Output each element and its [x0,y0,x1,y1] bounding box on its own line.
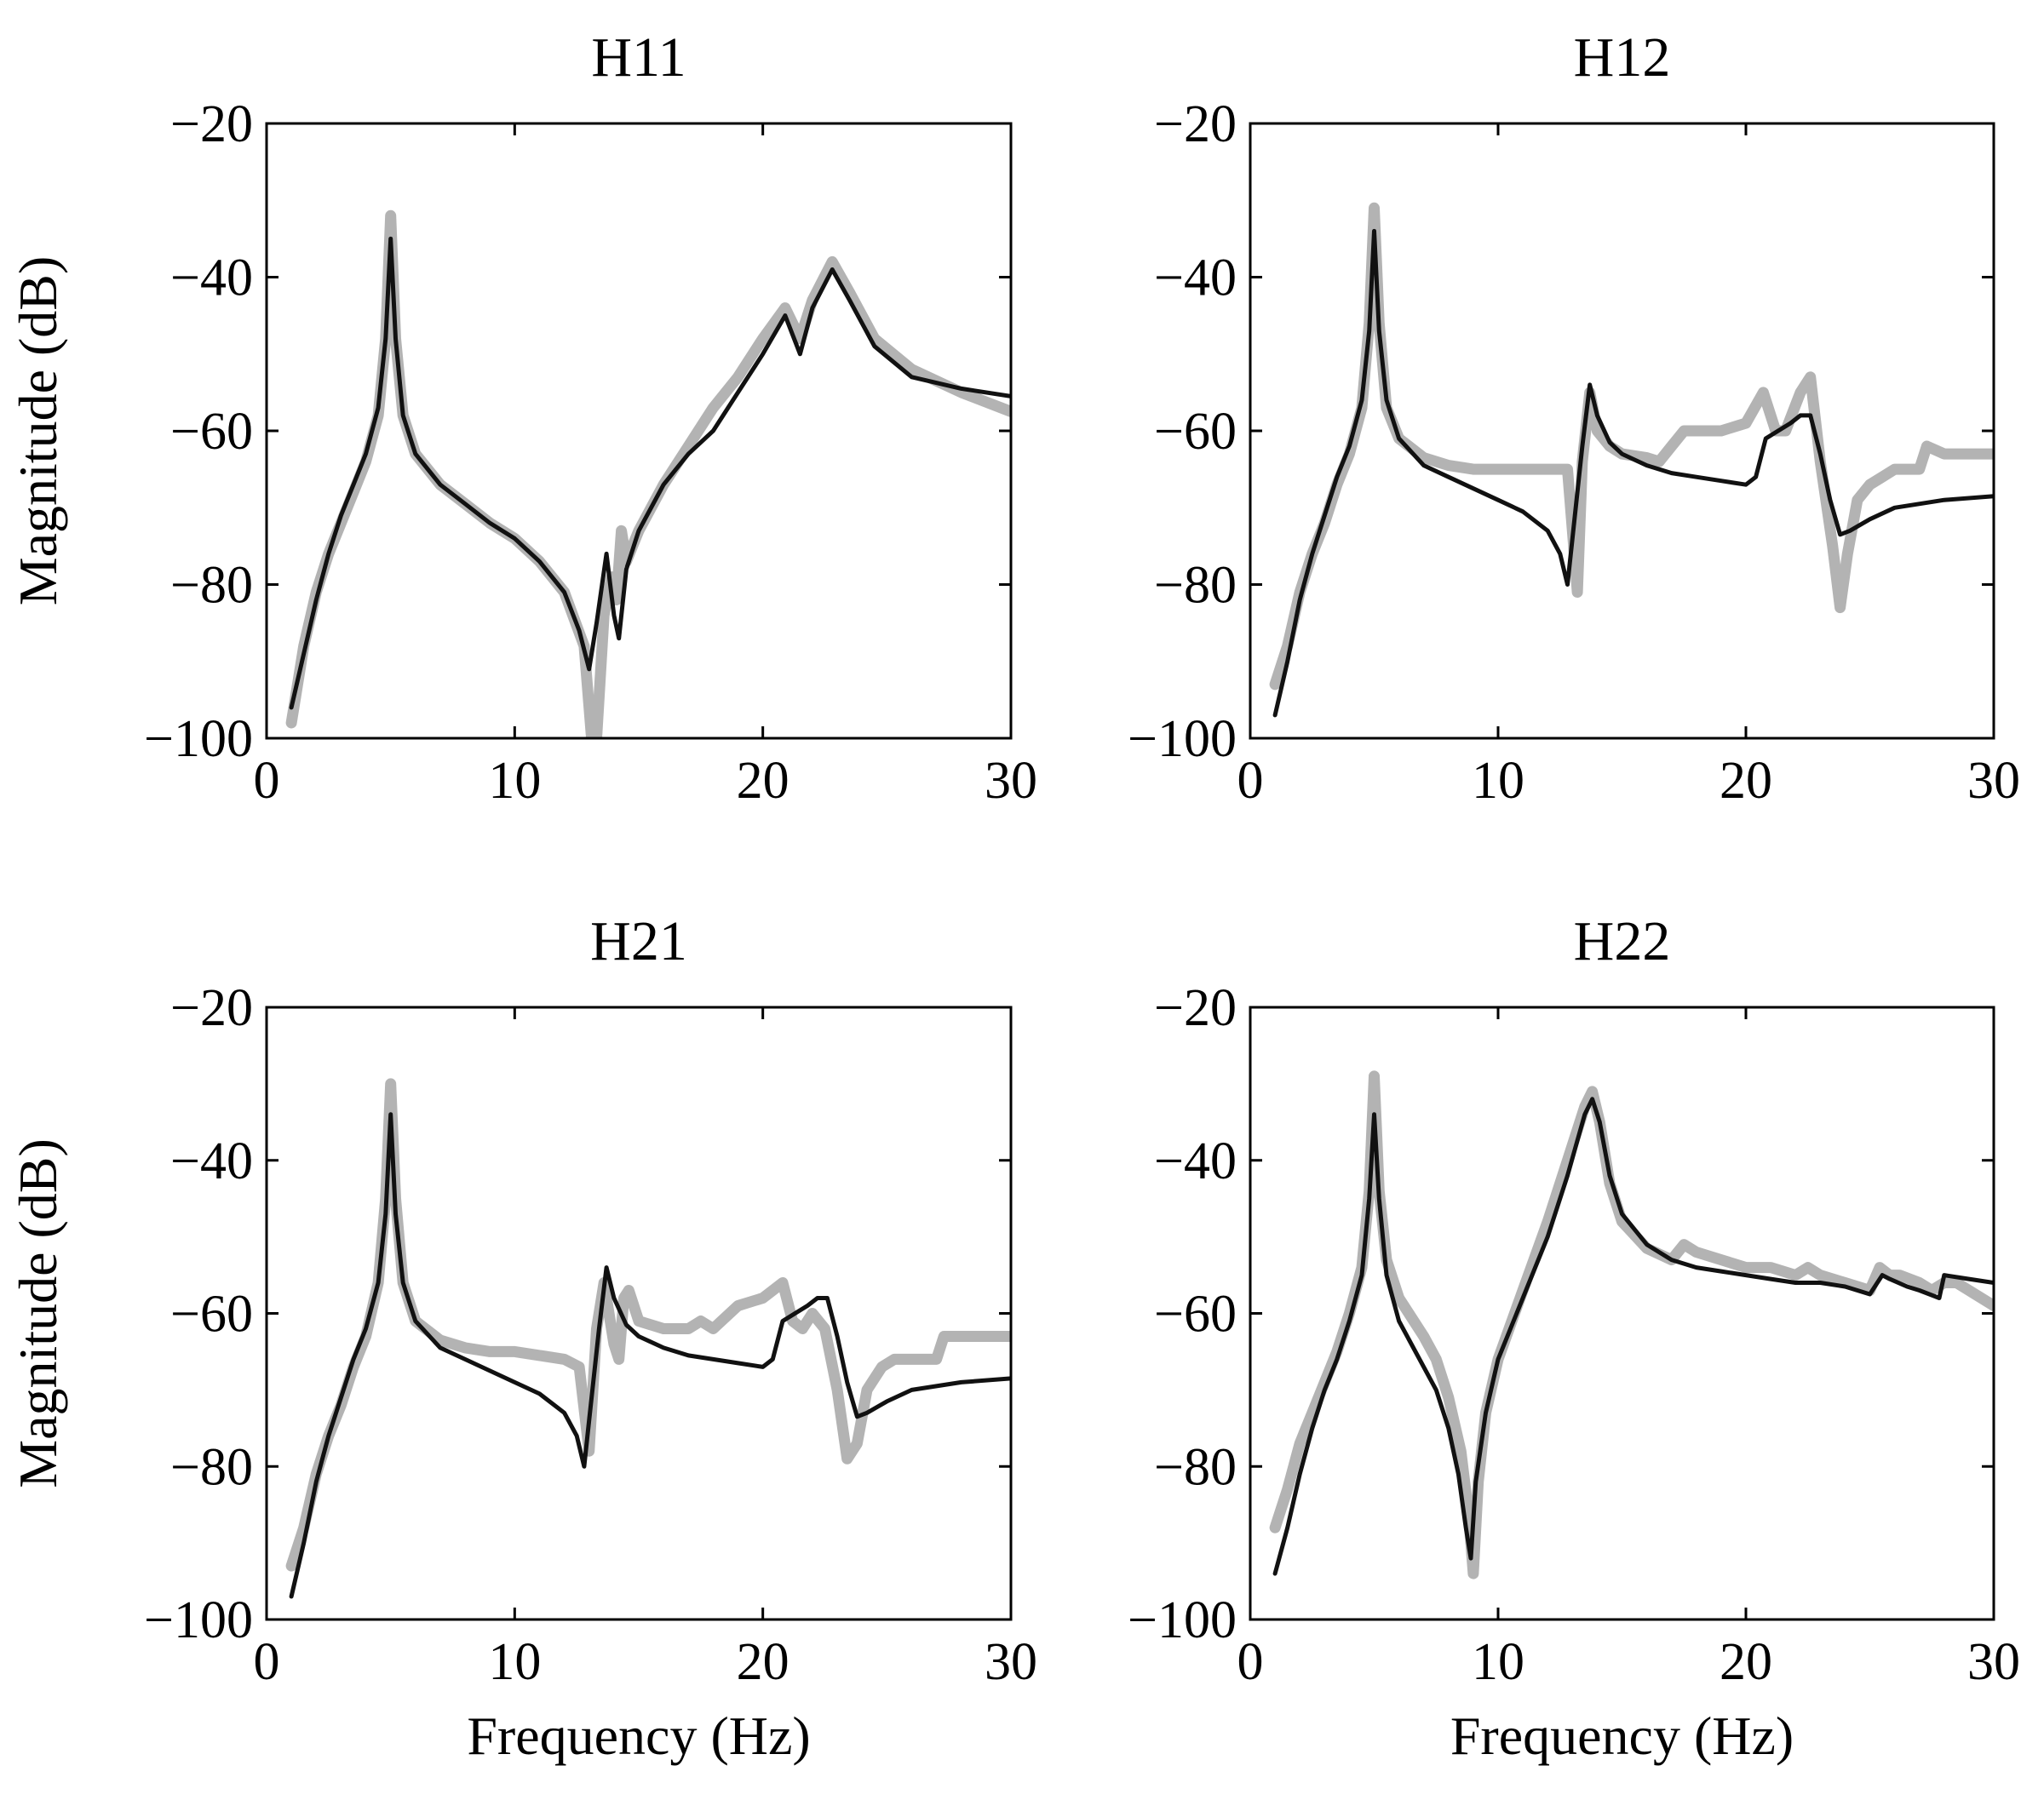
y-tick-label: −60 [1154,1286,1237,1344]
subplot-h21: H21 Magnitude (dB) Frequency (Hz) 0 10 20 3… [8,910,1037,1766]
series-line-measured [1269,1070,1994,1579]
series-line-measured [1269,202,1994,691]
x-tick-label: 0 [1237,752,1264,810]
x-axis-label: Frequency (Hz) [1450,1705,1794,1766]
y-axis-label: Magnitude (dB) [8,256,68,606]
subplot-title: H22 [1574,910,1671,972]
subplot-h22: H22 Frequency (Hz) 0 10 20 30 −100 −80 −60 −40 −… [1128,910,2020,1766]
x-tick-label: 20 [1720,1633,1772,1691]
y-tick-label: −80 [1154,557,1237,615]
x-tick-label: 0 [254,1633,280,1691]
y-tick-label: −60 [170,1286,253,1344]
x-axis-label: Frequency (Hz) [467,1705,810,1766]
series-line-measured [285,1078,1011,1572]
y-tick-label: −100 [1128,710,1237,768]
y-tick-label: −20 [170,979,253,1037]
y-tick-label: −80 [1154,1438,1237,1496]
y-tick-label: −40 [170,249,253,307]
y-tick-label: −20 [1154,979,1237,1037]
x-tick-label: 10 [1472,752,1524,810]
series-line-model [289,236,1011,710]
x-tick-label: 30 [985,752,1037,810]
y-tick-label: −80 [170,557,253,615]
subplot-title: H21 [590,910,687,972]
axes-frame [1249,1006,1995,1621]
x-tick-label: 20 [737,752,789,810]
x-tick-label: 10 [1472,1633,1524,1691]
series-line-model [1272,228,1994,718]
series-line-measured [285,209,1011,738]
subplot-title: H12 [1574,26,1671,89]
y-tick-label: −100 [144,1591,253,1649]
series-line-model [289,1112,1011,1599]
y-tick-label: −60 [170,403,253,461]
y-axis-label: Magnitude (dB) [8,1138,68,1488]
y-tick-label: −20 [170,95,253,153]
x-tick-label: 0 [1237,1633,1264,1691]
x-tick-label: 30 [1967,1633,2020,1691]
x-tick-label: 10 [488,1633,541,1691]
x-tick-label: 20 [1720,752,1772,810]
x-tick-label: 20 [737,1633,789,1691]
subplot-h11: H11 Magnitude (dB) 0 10 20 30 −100 −80 −60 −40 −… [8,26,1037,810]
x-tick-label: 30 [985,1633,1037,1691]
x-tick-label: 0 [254,752,280,810]
y-tick-label: −40 [170,1132,253,1190]
axes-frame [1249,122,1995,740]
x-tick-label: 30 [1967,752,2020,810]
x-tick-label: 10 [488,752,541,810]
subplot-title: H11 [591,26,686,89]
y-tick-label: −60 [1154,403,1237,461]
subplot-h12: H12 0 10 20 30 −100 −80 −60 −40 −20 [1128,26,2020,810]
y-tick-label: −100 [144,710,253,768]
y-tick-label: −100 [1128,1591,1237,1649]
y-tick-label: −40 [1154,249,1237,307]
y-tick-label: −40 [1154,1132,1237,1190]
y-tick-label: −80 [170,1438,253,1496]
series-line-model [1272,1097,1994,1576]
y-tick-label: −20 [1154,95,1237,153]
